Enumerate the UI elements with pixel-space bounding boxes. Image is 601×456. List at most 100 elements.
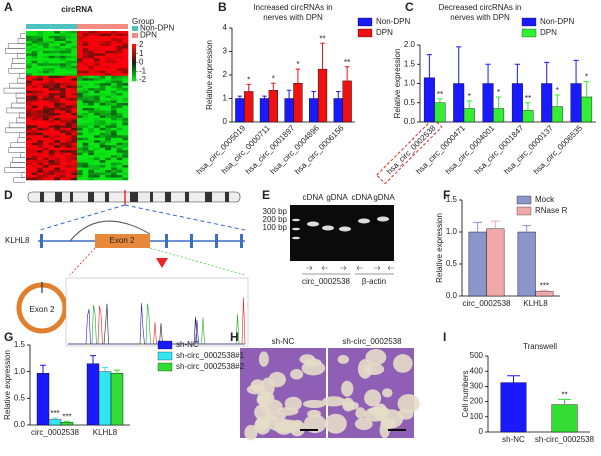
heatmap-cell <box>77 147 83 151</box>
error-bar <box>344 66 350 81</box>
heatmap-cell <box>54 100 61 104</box>
heatmap-cell <box>60 127 66 131</box>
heatmap-cell <box>31 43 38 47</box>
heatmap-cell <box>48 103 55 106</box>
heatmap-cell <box>43 85 49 89</box>
heatmap-cell <box>116 31 123 34</box>
heatmap-cell <box>43 53 49 57</box>
heatmap-cell <box>116 45 123 49</box>
bar <box>570 83 582 123</box>
heatmap-cell <box>71 95 78 99</box>
heatmap-cell <box>77 100 83 104</box>
heatmap-cell <box>60 31 66 34</box>
heatmap-cell <box>116 145 123 149</box>
bar <box>317 68 328 123</box>
heatmap-cell <box>116 103 123 106</box>
heatmap-cell <box>43 152 49 156</box>
heatmap-cell <box>26 152 32 156</box>
heatmap-cell <box>99 45 106 49</box>
bar <box>581 96 593 123</box>
heatmap-cell <box>65 70 72 74</box>
y-tick-label: 0.0 <box>14 420 26 429</box>
heatmap-cell <box>99 160 106 163</box>
heatmap-cell <box>65 60 72 64</box>
heatmap-cell <box>37 165 44 168</box>
heatmap-cell <box>65 35 72 39</box>
heatmap-cell <box>26 155 32 158</box>
heatmap-cell <box>94 160 100 163</box>
heatmap-cell <box>116 175 123 178</box>
heatmap-cell <box>122 80 129 84</box>
heatmap-cell <box>65 65 72 69</box>
heatmap-cell <box>31 120 38 124</box>
heatmap-cell <box>26 115 32 119</box>
heatmap-cell <box>54 38 61 42</box>
heatmap-cell <box>105 170 112 173</box>
heatmap-cell <box>94 31 100 34</box>
error-bar <box>539 289 549 292</box>
heatmap-cell <box>82 150 89 153</box>
heatmap-cell <box>48 105 55 109</box>
heatmap-cell <box>77 98 83 101</box>
heatmap-cell <box>60 35 66 39</box>
heatmap-cell <box>99 107 106 111</box>
heatmap-cell <box>122 155 129 158</box>
panel-d: D KLHL8 Exon 2 Exon 2 <box>4 188 249 347</box>
heatmap-cell <box>71 40 78 44</box>
heatmap-cell <box>43 103 49 106</box>
heatmap-cell <box>54 172 61 176</box>
heatmap-cell <box>105 75 112 79</box>
heatmap-cell <box>43 100 49 104</box>
heatmap-cell <box>54 65 61 69</box>
legend-swatch <box>132 26 138 31</box>
heatmap-cell <box>116 160 123 163</box>
heatmap-cell <box>105 110 112 114</box>
heatmap-cell <box>43 48 49 52</box>
heatmap-cell <box>82 50 89 54</box>
heatmap-cell <box>65 137 72 141</box>
heatmap-cell <box>48 85 55 89</box>
heatmap-cell <box>105 122 112 126</box>
heatmap-cell <box>65 117 72 121</box>
heatmap-cell <box>77 130 83 134</box>
heatmap-cell <box>31 63 38 67</box>
heatmap-cell <box>116 120 123 124</box>
heatmap-cell <box>94 135 100 139</box>
heatmap-cell <box>82 90 89 94</box>
ladder-label: 100 bp <box>263 223 288 232</box>
heatmap-cell <box>105 137 112 141</box>
heatmap-cell <box>99 150 106 153</box>
heatmap-cell <box>116 70 123 74</box>
colorbar-label: -1 <box>139 66 147 75</box>
heatmap-cell <box>99 58 106 62</box>
heatmap-cell <box>99 53 106 57</box>
heatmap-cell <box>77 48 83 52</box>
pore <box>258 351 269 367</box>
heatmap-cell <box>26 150 32 153</box>
heatmap-cell <box>60 120 66 124</box>
heatmap-cell <box>71 53 78 57</box>
heatmap-cell <box>105 105 112 109</box>
y-tick-label: 0.5 <box>404 98 416 107</box>
heatmap-cell <box>43 93 49 96</box>
heatmap-cell <box>94 170 100 173</box>
bar <box>333 98 343 123</box>
bar <box>453 83 465 123</box>
chart-title: Transwell <box>523 342 557 351</box>
heatmap-cell <box>94 130 100 134</box>
heatmap-cell <box>122 115 129 119</box>
heatmap-cell <box>105 177 112 181</box>
legend-swatch <box>357 17 373 27</box>
exons <box>40 234 243 248</box>
heatmap-cell <box>43 150 49 153</box>
legend-swatch <box>357 28 373 38</box>
heatmap-cell <box>82 38 89 42</box>
heatmap-cell <box>99 83 106 86</box>
error-bar <box>514 63 521 84</box>
heatmap-cell <box>31 160 38 163</box>
heatmap-cell <box>65 93 72 96</box>
heatmap-cell <box>122 150 129 153</box>
heatmap-cell <box>37 137 44 141</box>
heatmap-cell <box>48 132 55 136</box>
y-tick-label: 1.5 <box>446 195 458 204</box>
